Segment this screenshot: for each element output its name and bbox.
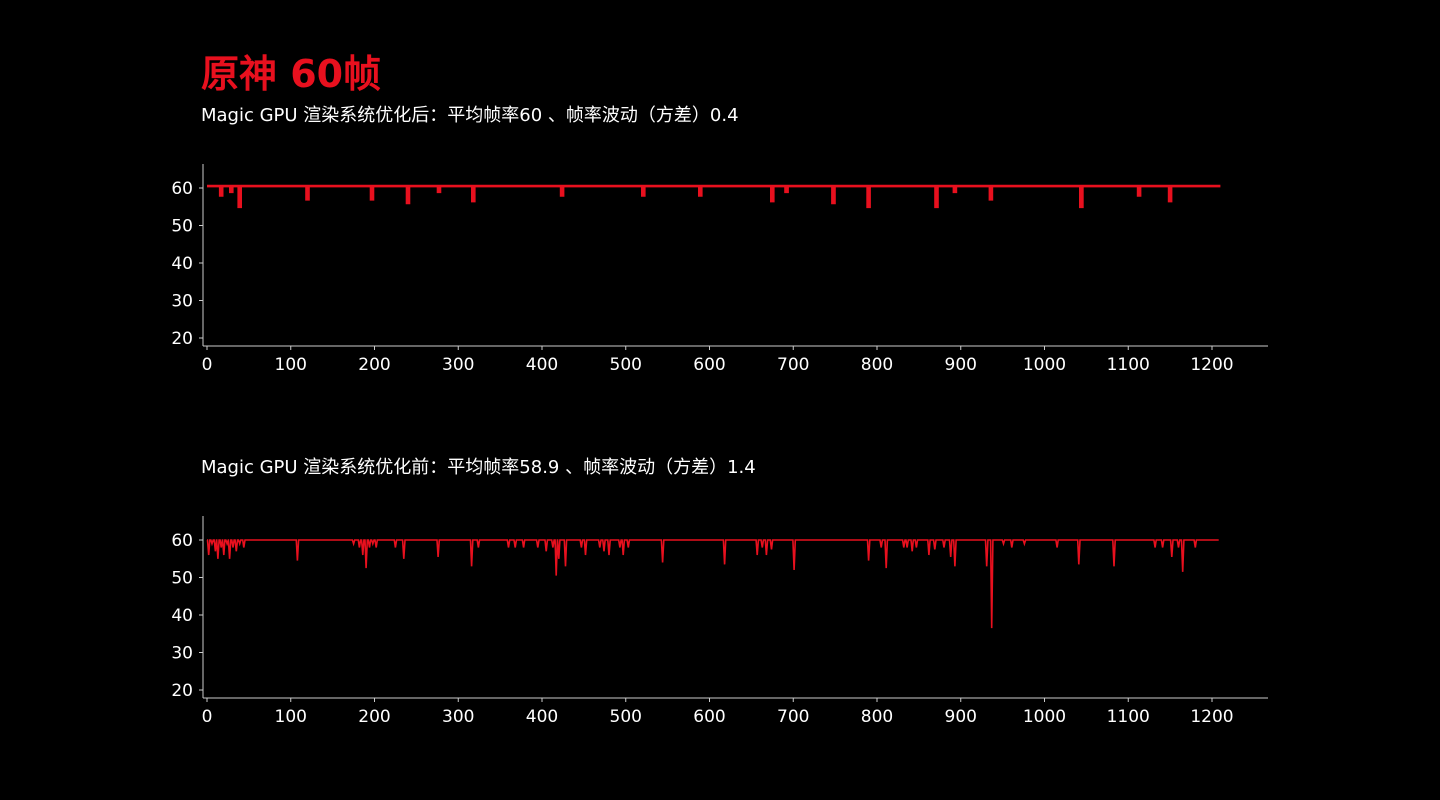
- x-tick-label: 400: [526, 707, 558, 727]
- y-tick-label: 60: [171, 531, 193, 551]
- x-tick-label: 0: [202, 707, 213, 727]
- fps-series-line: [207, 184, 1221, 209]
- x-tick-label: 700: [777, 355, 809, 375]
- x-tick-label: 100: [275, 707, 307, 727]
- x-tick-label: 600: [693, 707, 725, 727]
- x-tick-label: 1200: [1190, 707, 1233, 727]
- x-tick-label: 600: [693, 355, 725, 375]
- x-tick-label: 500: [610, 707, 642, 727]
- x-tick-label: 200: [358, 707, 390, 727]
- x-tick-label: 1100: [1107, 707, 1150, 727]
- y-tick-label: 50: [171, 217, 193, 237]
- y-tick-label: 50: [171, 569, 193, 589]
- x-tick-label: 300: [442, 355, 474, 375]
- x-tick-label: 1100: [1107, 355, 1150, 375]
- y-tick-label: 30: [171, 644, 193, 664]
- x-tick-label: 900: [945, 707, 977, 727]
- x-tick-label: 1000: [1023, 707, 1066, 727]
- x-tick-label: 300: [442, 707, 474, 727]
- page-title: 原神 60帧: [201, 52, 382, 96]
- x-tick-label: 1200: [1190, 355, 1233, 375]
- chart-after-title: Magic GPU 渲染系统优化后：平均帧率60 、帧率波动（方差）0.4: [201, 105, 739, 126]
- y-tick-label: 40: [171, 254, 193, 274]
- x-tick-label: 0: [202, 355, 213, 375]
- y-tick-label: 20: [171, 681, 193, 701]
- x-tick-label: 100: [275, 355, 307, 375]
- x-tick-label: 400: [526, 355, 558, 375]
- x-tick-label: 500: [610, 355, 642, 375]
- y-tick-label: 60: [171, 179, 193, 199]
- y-tick-label: 30: [171, 292, 193, 312]
- y-tick-label: 20: [171, 329, 193, 349]
- x-tick-label: 200: [358, 355, 390, 375]
- x-tick-label: 800: [861, 355, 893, 375]
- fps-series-line: [206, 539, 1219, 629]
- x-tick-label: 800: [861, 707, 893, 727]
- x-tick-label: 1000: [1023, 355, 1066, 375]
- chart-before-title: Magic GPU 渲染系统优化前：平均帧率58.9 、帧率波动（方差）1.4: [201, 457, 756, 478]
- x-tick-label: 700: [777, 707, 809, 727]
- y-tick-label: 40: [171, 606, 193, 626]
- x-tick-label: 900: [945, 355, 977, 375]
